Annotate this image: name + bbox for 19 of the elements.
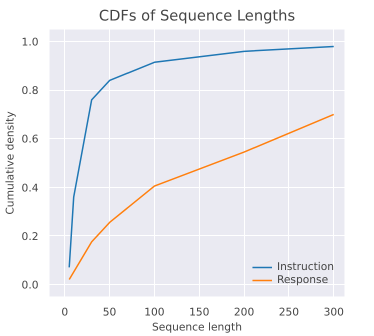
y-tick-label: 0.8	[22, 84, 39, 98]
legend-label: Instruction	[276, 260, 334, 273]
y-tick-label: 0.4	[22, 181, 39, 194]
x-tick-label: 0	[61, 306, 68, 318]
x-tick-label: 200	[234, 306, 254, 318]
x-tick-label: 250	[278, 306, 300, 318]
y-tick-label: 0.6	[22, 132, 39, 146]
y-tick-label: 1.0	[22, 36, 39, 49]
x-tick-label: 150	[189, 306, 210, 318]
x-tick-label: 100	[144, 306, 165, 318]
x-axis-title: Sequence length	[152, 320, 242, 334]
x-tick-label: 300	[324, 306, 344, 318]
y-axis-title: Cumulative density	[4, 111, 17, 215]
chart-title: CDFs of Sequence Lengths	[98, 8, 296, 24]
line-series	[68, 46, 334, 268]
legend-label: Response	[276, 273, 328, 286]
y-tick-label: 0.2	[22, 230, 39, 243]
y-tick-label: 0.0	[22, 278, 39, 292]
x-tick-label: 50	[102, 306, 117, 318]
